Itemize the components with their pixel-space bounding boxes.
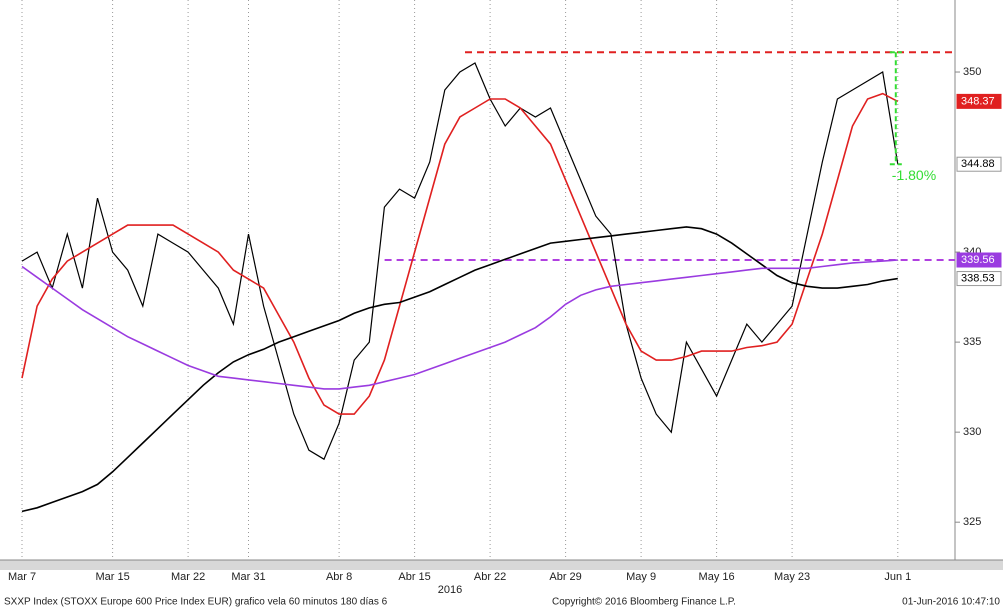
footer-right: 01-Jun-2016 10:47:10 — [902, 597, 1000, 608]
footer-left: SXXP Index (STOXX Europe 600 Price Index… — [4, 597, 388, 608]
last-value-label: 348.37 — [961, 95, 995, 107]
y-tick-label: 325 — [963, 516, 981, 528]
x-tick-label: Abr 29 — [549, 571, 581, 583]
series-line — [21, 92, 899, 415]
x-tick-label: Abr 15 — [398, 571, 430, 583]
x-tick-label: Mar 7 — [8, 571, 36, 583]
x-tick-label: Mar 31 — [231, 571, 265, 583]
x-tick-label: May 23 — [774, 571, 810, 583]
x-tick-label: Mar 22 — [171, 571, 205, 583]
last-value-box — [956, 271, 1002, 287]
x-tick-label: Abr 22 — [474, 571, 506, 583]
last-value-label: 338.53 — [961, 272, 995, 284]
last-value-box — [956, 93, 1002, 109]
x-tick-label: May 9 — [626, 571, 656, 583]
series-line — [21, 226, 898, 513]
x-tick-label: Jun 1 — [884, 571, 911, 583]
year-label: 2016 — [438, 584, 462, 596]
series-line — [21, 62, 899, 461]
x-tick-label: Mar 15 — [95, 571, 129, 583]
series-line — [21, 259, 898, 390]
x-axis-band — [0, 560, 1003, 570]
y-tick-label: 335 — [963, 336, 981, 348]
last-value-label: 339.56 — [961, 254, 995, 266]
footer-middle: Copyright© 2016 Bloomberg Finance L.P. — [552, 597, 736, 608]
last-value-box — [956, 156, 1002, 172]
drop-bracket — [889, 51, 902, 166]
last-value-box — [956, 252, 1002, 268]
x-tick-label: May 16 — [699, 571, 735, 583]
x-tick-label: Abr 8 — [326, 571, 352, 583]
last-value-label: 344.88 — [961, 158, 995, 170]
y-tick-label: 350 — [963, 66, 981, 78]
y-tick-label: 330 — [963, 426, 981, 438]
annotation: -1.80% — [892, 167, 936, 183]
